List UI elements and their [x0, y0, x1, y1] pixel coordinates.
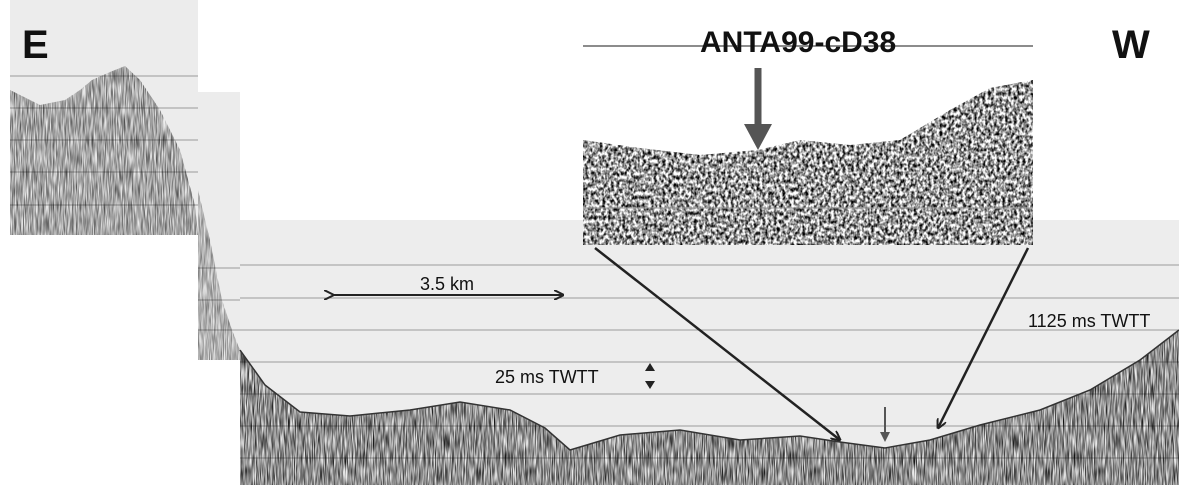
west-label: W [1112, 23, 1150, 67]
middle-strip [198, 92, 240, 360]
vertical-scale-label: 25 ms TWTT [495, 367, 599, 387]
east-label: E [22, 23, 49, 67]
seismic-figure: E W ANTA99-cD38 3.5 km 25 ms TWTT 1125 m… [0, 0, 1179, 485]
scale-label: 3.5 km [420, 274, 474, 294]
depth-label: 1125 ms TWTT [1028, 311, 1150, 331]
inset [583, 30, 1033, 245]
profile-id: ANTA99-cD38 [700, 26, 896, 59]
main-panel [240, 220, 1179, 485]
